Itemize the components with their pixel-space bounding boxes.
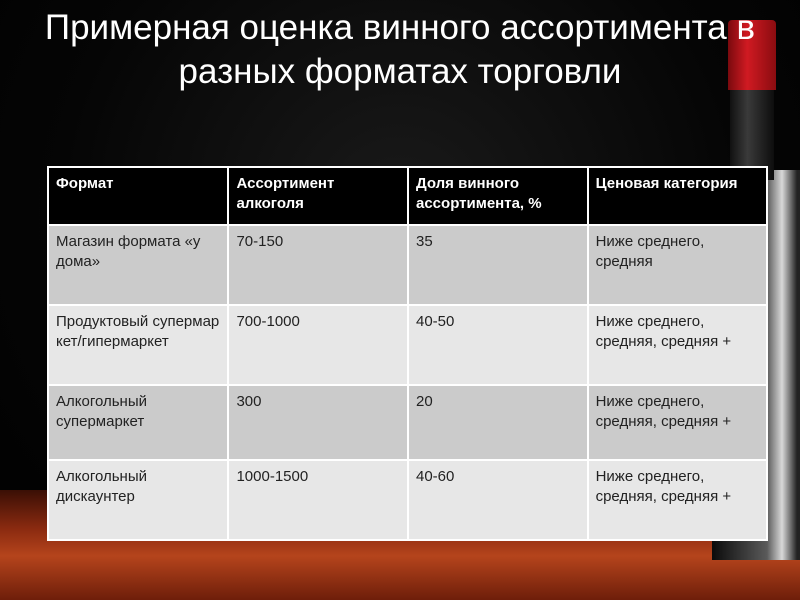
header-alcohol-assortment: Ассортимент алкоголя xyxy=(227,166,409,226)
cell-price-category: Ниже среднего, средняя, средняя + xyxy=(586,384,769,461)
cell-price-category: Ниже среднего, средняя, средняя + xyxy=(586,459,769,541)
table-row: Магазин формата «у дома» 70-150 35 Ниже … xyxy=(46,224,769,306)
cell-wine-share: 40-50 xyxy=(407,304,589,386)
table-row: Алкогольный супермаркет 300 20 Ниже сред… xyxy=(46,384,769,461)
assortment-table: Формат Ассортимент алкоголя Доля винного… xyxy=(46,166,769,541)
header-price-category: Ценовая категория xyxy=(586,166,769,226)
cell-alcohol-assortment: 300 xyxy=(227,384,409,461)
cell-price-category: Ниже среднего, средняя xyxy=(586,224,769,306)
cell-format: Продуктовый супермаркет/гипермаркет xyxy=(46,304,230,386)
cell-format: Алкогольный супермаркет xyxy=(46,384,230,461)
cell-wine-share: 40-60 xyxy=(407,459,589,541)
bottle-neck xyxy=(730,90,774,180)
header-format: Формат xyxy=(46,166,230,226)
cell-alcohol-assortment: 70-150 xyxy=(227,224,409,306)
slide-title: Примерная оценка винного ассортимента в … xyxy=(44,8,756,91)
cell-format: Алкогольный дискаунтер xyxy=(46,459,230,541)
bottle-cap xyxy=(728,20,776,90)
cell-wine-share: 20 xyxy=(407,384,589,461)
table-row: Продуктовый супермаркет/гипермаркет 700-… xyxy=(46,304,769,386)
cell-alcohol-assortment: 700-1000 xyxy=(227,304,409,386)
header-wine-share: Доля винного ассортимента, % xyxy=(407,166,589,226)
table-header-row: Формат Ассортимент алкоголя Доля винного… xyxy=(46,166,769,226)
cell-format: Магазин формата «у дома» xyxy=(46,224,230,306)
table-row: Алкогольный дискаунтер 1000-1500 40-60 Н… xyxy=(46,459,769,541)
cell-alcohol-assortment: 1000-1500 xyxy=(227,459,409,541)
cell-wine-share: 35 xyxy=(407,224,589,306)
cell-price-category: Ниже среднего, средняя, средняя + xyxy=(586,304,769,386)
